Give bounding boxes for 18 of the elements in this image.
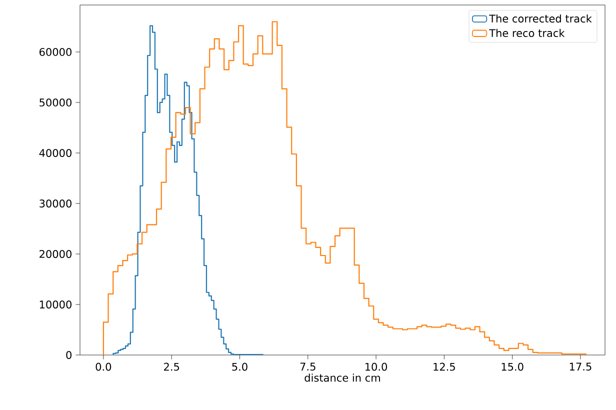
x-tick-label: 5.0 <box>232 362 248 371</box>
legend-label: The reco track <box>489 28 565 38</box>
y-tick-label: 30000 <box>40 200 72 208</box>
y-tick-label: 50000 <box>40 98 72 106</box>
y-tick-label: 10000 <box>40 300 72 308</box>
y-tick-label: 60000 <box>40 48 72 56</box>
x-tick-label: 7.5 <box>300 362 316 371</box>
x-tick-label: 0.0 <box>96 362 112 371</box>
x-axis-title: distance in cm <box>304 374 380 382</box>
legend-label: The corrected track <box>489 14 592 23</box>
y-tick-label: 40000 <box>39 149 72 157</box>
x-tick-label: 15.0 <box>502 362 524 371</box>
y-tick-label: 0 <box>66 351 72 359</box>
x-tick-label: 12.5 <box>434 362 455 371</box>
x-tick-label: 10.0 <box>365 362 388 371</box>
y-tick-label: 20000 <box>40 250 72 258</box>
x-tick-label: 2.5 <box>164 362 180 371</box>
x-tick-label: 17.5 <box>570 362 592 371</box>
